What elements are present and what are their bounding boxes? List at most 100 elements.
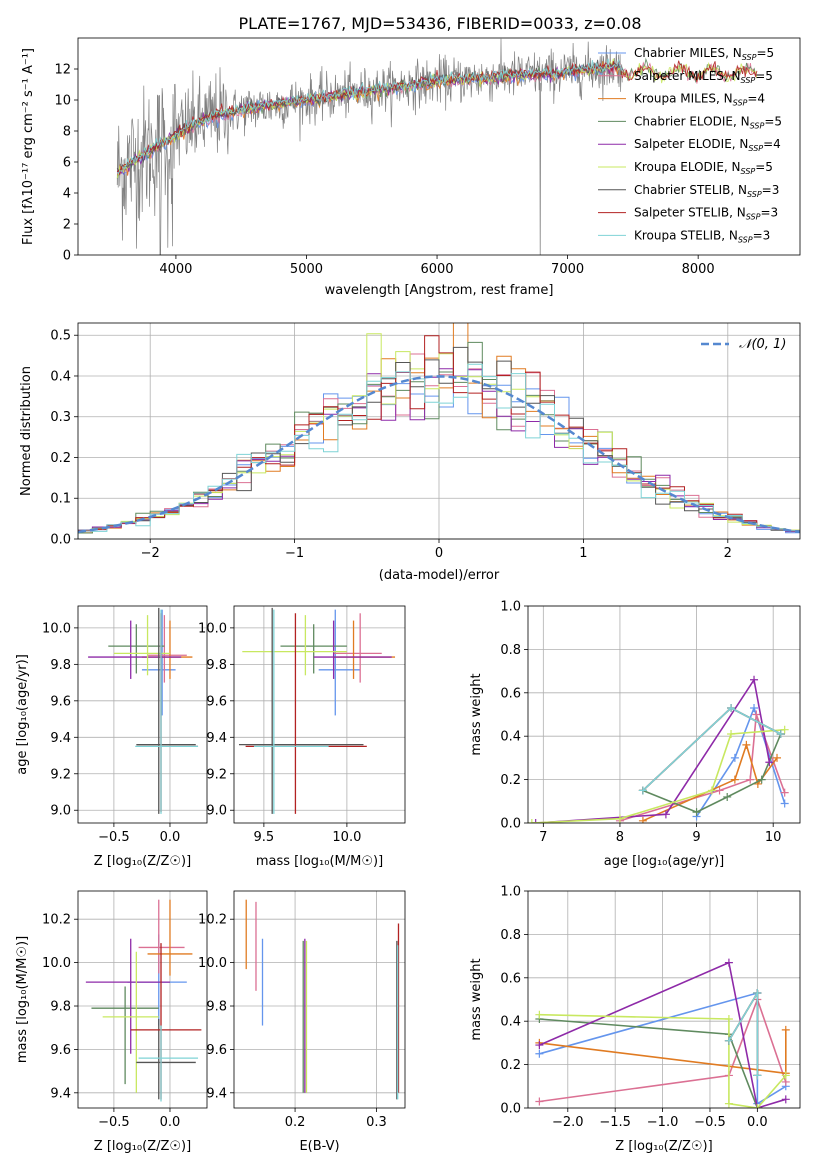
weight-marker <box>531 819 540 823</box>
y-tick-label: 2 <box>63 218 71 233</box>
x-axis-label: wavelength [Angstrom, rest frame] <box>325 283 554 298</box>
model-chabrier-stelib <box>116 59 623 173</box>
legend-label: Chabrier ELODIE, NSSP=5 <box>634 114 782 130</box>
axes-age-vs-Z: −0.5 0.0 9.0 9.2 9.4 9.6 9.8 10.0 Z [log₁₀(Z/Z☉)… <box>15 605 208 869</box>
y-tick-label: 10 <box>54 94 71 109</box>
axes-mass-vs-Z: −0.5 0.0 9.4 9.6 9.8 10.0 10.2 Z [log₁₀(Z/Z☉)] m… <box>15 890 208 1154</box>
y-axis-label: mass [log₁₀(M/M☉)] <box>15 936 30 1063</box>
weight-marker <box>727 730 736 739</box>
plot-area <box>528 675 789 823</box>
weight-marker <box>781 1095 790 1104</box>
weight-marker <box>730 753 739 762</box>
weight-line-salpeter-miles <box>619 714 786 822</box>
y-tick-label: 0.3 <box>50 410 71 425</box>
y-tick-label: 6 <box>63 156 71 171</box>
x-tick-label: 4000 <box>159 262 192 277</box>
x-tick-label: 2 <box>724 546 732 561</box>
weight-marker <box>753 988 762 997</box>
axes-frame <box>527 605 801 824</box>
y-tick-label: 9.0 <box>50 804 71 819</box>
axes-mass-vs-EBV: 0.2 0.3 9.4 9.6 9.8 10.0 10.2 E(B-V) <box>198 890 406 1154</box>
x-axis-label: mass [log₁₀(M/M☉)] <box>256 854 383 869</box>
y-tick-label: 9.6 <box>50 694 71 709</box>
y-tick-label: 10.0 <box>198 621 227 636</box>
x-tick-label: 9 <box>692 830 700 845</box>
legend-label: 𝒩(0, 1) <box>739 337 786 352</box>
axes-frame <box>527 890 801 1109</box>
grid <box>234 891 405 1108</box>
y-tick-label: 0.4 <box>500 1015 521 1030</box>
y-tick-label: 9.6 <box>50 1043 71 1058</box>
y-tick-label: 0.4 <box>500 730 521 745</box>
model-salpeter-stelib <box>116 59 758 176</box>
axes-residuals: −2 −1 0 1 2 0.0 0.1 0.2 0.3 0.4 0.5 (data-model)/er… <box>19 322 801 583</box>
y-tick-label: 9.8 <box>206 1000 227 1015</box>
x-tick-label: 10 <box>765 830 782 845</box>
weight-marker <box>724 1036 733 1045</box>
x-axis-label: E(B-V) <box>299 1139 339 1154</box>
weight-marker <box>528 819 536 823</box>
weight-marker <box>753 1071 762 1080</box>
weight-line-kroupa-stelib <box>642 707 782 792</box>
y-tick-label: 9.4 <box>50 731 71 746</box>
x-tick-label: 8000 <box>682 262 715 277</box>
x-tick-label: 6000 <box>420 262 453 277</box>
y-tick-label: 1.0 <box>500 600 521 615</box>
x-tick-label: 1 <box>579 546 587 561</box>
weight-marker <box>724 1015 733 1024</box>
legend-label: Kroupa ELODIE, NSSP=5 <box>634 160 773 176</box>
y-tick-label: 0.6 <box>500 686 521 701</box>
weight-marker <box>661 810 670 819</box>
weight-marker <box>535 1097 544 1106</box>
y-tick-label: 0.0 <box>500 817 521 832</box>
y-tick-label: 0.0 <box>500 1102 521 1117</box>
x-tick-label: 0.0 <box>747 1115 768 1130</box>
weight-marker <box>724 958 733 967</box>
x-tick-label: 0.0 <box>160 1115 181 1130</box>
legend-label: Chabrier STELIB, NSSP=3 <box>634 183 779 199</box>
model-chabrier-elodie <box>116 57 758 179</box>
weight-marker <box>757 775 766 784</box>
axes-frame <box>77 890 208 1109</box>
weight-marker <box>746 775 755 784</box>
grid <box>78 891 207 1108</box>
model-kroupa-stelib <box>116 58 623 175</box>
axes-age-vs-mass: 9.5 10.0 9.0 9.2 9.4 9.6 9.8 10.0 mass [log₁₀(M/… <box>198 605 406 869</box>
y-tick-label: 8 <box>63 125 71 140</box>
y-tick-label: 0.2 <box>500 1058 521 1073</box>
weight-marker <box>638 816 647 823</box>
y-axis-label: mass weight <box>469 673 484 755</box>
model-salpeter-miles <box>117 61 758 176</box>
plot-area <box>78 323 800 539</box>
y-tick-label: 10.2 <box>198 913 227 928</box>
legend-label: Salpeter MILES, NSSP=5 <box>634 69 773 85</box>
x-tick-label: −0.5 <box>694 1115 726 1130</box>
weight-marker <box>781 1025 790 1034</box>
x-tick-label: 0.3 <box>366 1115 387 1130</box>
weight-marker <box>750 675 759 684</box>
axes-frame <box>233 890 406 1109</box>
y-tick-label: 12 <box>54 63 71 78</box>
x-tick-label: 0.0 <box>160 830 181 845</box>
y-tick-label: 0.1 <box>50 492 71 507</box>
y-tick-label: 9.2 <box>206 767 227 782</box>
y-tick-label: 9.4 <box>206 1086 227 1101</box>
y-tick-label: 0 <box>63 249 71 264</box>
y-axis-label: Normed distribution <box>19 366 34 496</box>
y-tick-label: 9.0 <box>206 804 227 819</box>
weight-marker <box>753 1104 762 1108</box>
x-tick-label: −1.0 <box>647 1115 679 1130</box>
x-tick-label: 5000 <box>290 262 323 277</box>
y-tick-label: 0.6 <box>500 971 521 986</box>
hist-kroupa-stelib <box>78 363 800 539</box>
weight-marker <box>615 814 624 823</box>
axes-weight-vs-Z: −2.0 −1.5 −1.0 −0.5 0.0 0.0 0.2 0.4 0.6 0.8 1.0 Z [… <box>469 885 801 1154</box>
legend-label: Kroupa STELIB, NSSP=3 <box>634 228 770 244</box>
y-tick-label: 10.2 <box>42 913 71 928</box>
weight-line-salpeter-elodie <box>539 961 787 1108</box>
x-tick-label: 0.2 <box>285 1115 306 1130</box>
x-tick-label: 10.0 <box>332 830 361 845</box>
grid <box>78 606 207 823</box>
weight-marker <box>750 703 759 712</box>
weight-marker <box>727 703 736 712</box>
